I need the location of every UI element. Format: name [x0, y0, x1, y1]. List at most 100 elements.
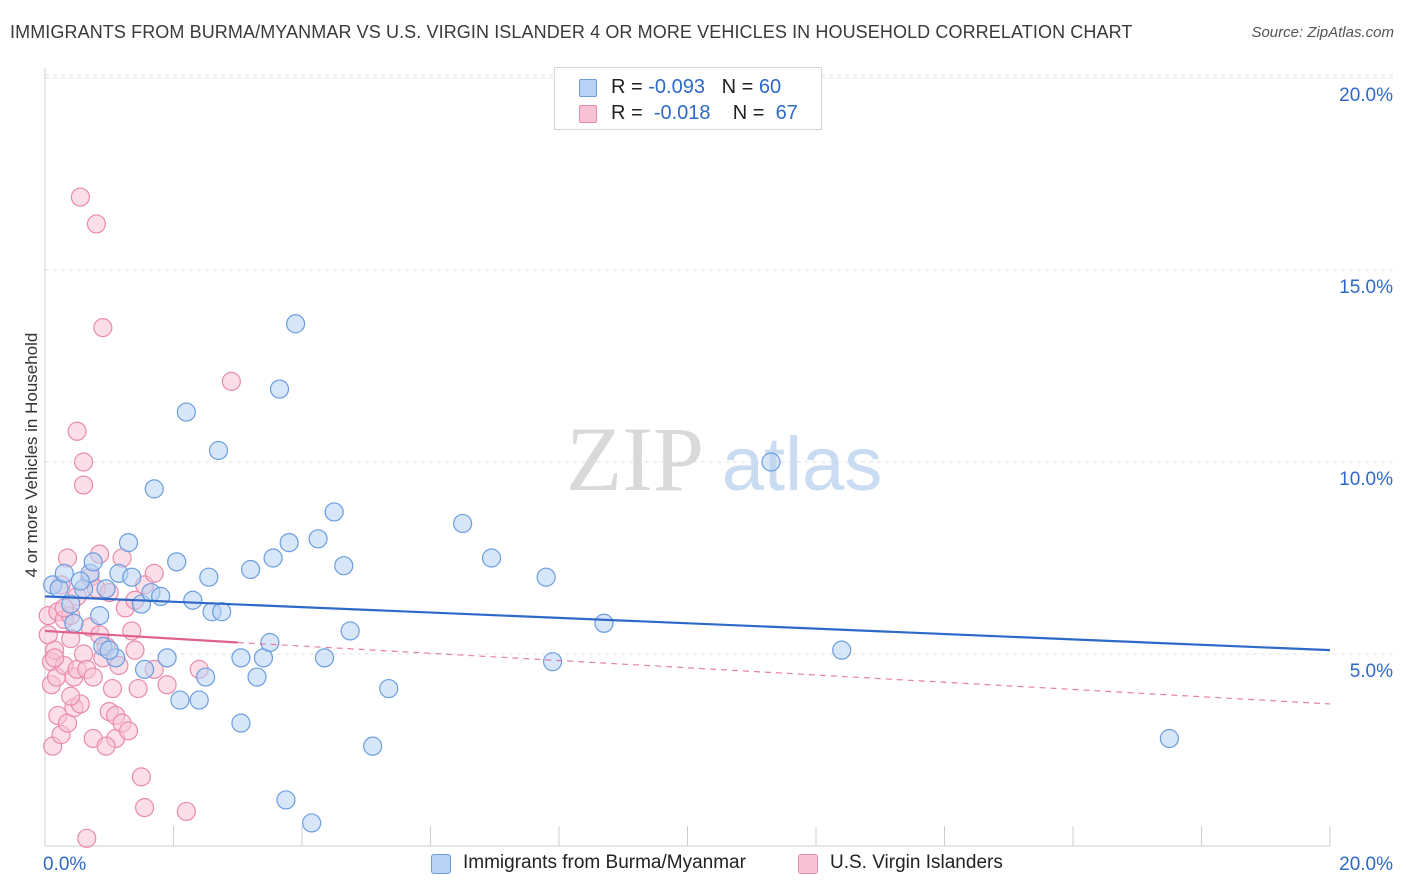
legend-n-label: N =	[732, 102, 771, 124]
legend-swatch-blue	[579, 79, 597, 97]
data-point	[176, 801, 196, 822]
trend-line-blue	[44, 595, 1331, 652]
data-point	[231, 648, 251, 668]
x-tick-label: 20.0%	[1339, 854, 1393, 875]
data-point	[151, 586, 171, 607]
data-point	[144, 563, 164, 583]
data-point	[96, 579, 116, 599]
data-point	[144, 479, 164, 499]
data-point	[73, 452, 94, 472]
legend-r-value: -0.093	[648, 76, 705, 98]
y-tick-label: 10.0%	[1339, 469, 1393, 490]
watermark-atlas: atlas	[722, 422, 883, 507]
correlation-legend: R = -0.093 N = 60 R = -0.018 N = 67	[554, 67, 822, 130]
data-point	[269, 379, 290, 399]
data-point	[125, 640, 145, 660]
data-point	[118, 533, 139, 553]
axes	[44, 68, 1331, 847]
data-point	[302, 813, 322, 833]
data-point	[45, 648, 65, 668]
data-point	[99, 640, 119, 660]
data-point	[128, 678, 148, 699]
data-point	[196, 667, 216, 687]
data-point	[379, 678, 399, 699]
data-point	[118, 721, 139, 741]
chart-title: IMMIGRANTS FROM BURMA/MYANMAR VS U.S. VI…	[10, 22, 1133, 42]
data-point	[199, 567, 219, 587]
data-point	[832, 640, 852, 660]
data-point	[96, 736, 116, 756]
data-point	[176, 402, 196, 422]
data-point	[170, 690, 190, 710]
trend-line-extension-pink	[237, 641, 1331, 705]
tick-labels: 5.0% 10.0% 15.0% 20.0% 0.0% 20.0%	[43, 85, 1393, 875]
y-axis-label: 4 or more Vehicles in Household	[22, 332, 41, 578]
data-point	[77, 828, 97, 848]
x-tick-label: 0.0%	[43, 854, 86, 875]
series-us-virgin-islanders	[38, 187, 241, 848]
data-point	[70, 187, 90, 207]
legend-r-label: R =	[611, 102, 649, 124]
data-point	[542, 652, 563, 672]
legend-swatch-pink	[579, 105, 597, 123]
data-point	[212, 602, 232, 622]
data-point	[453, 513, 473, 534]
series-burma-myanmar	[43, 314, 1179, 833]
legend-swatch-pink	[798, 854, 818, 874]
data-point	[102, 678, 123, 699]
data-point	[263, 548, 283, 568]
data-point	[90, 605, 110, 626]
trend-lines	[44, 595, 1331, 705]
data-point	[157, 675, 177, 695]
data-point	[83, 552, 103, 572]
data-point	[134, 797, 155, 818]
data-point	[122, 567, 142, 587]
data-point	[314, 648, 335, 668]
y-tick-label: 5.0%	[1350, 661, 1393, 682]
data-point	[279, 533, 299, 553]
data-point	[70, 571, 90, 591]
data-point	[64, 613, 84, 633]
source-credit: Source: ZipAtlas.com	[1251, 24, 1394, 41]
data-point	[183, 590, 203, 610]
data-point	[536, 567, 556, 587]
y-tick-label: 20.0%	[1339, 85, 1393, 106]
legend-n-label: N =	[721, 76, 759, 98]
data-point	[285, 314, 306, 334]
data-point	[276, 790, 296, 810]
data-point	[189, 690, 209, 710]
legend-r-label: R =	[611, 76, 649, 98]
data-point	[208, 440, 229, 461]
legend-label: Immigrants from Burma/Myanmar	[463, 852, 746, 873]
data-point	[134, 659, 155, 679]
legend-swatch-blue	[431, 854, 451, 874]
series-legend: Immigrants from Burma/Myanmar U.S. Virgi…	[0, 851, 1406, 877]
data-point	[594, 613, 614, 633]
data-point	[73, 475, 94, 495]
data-point	[86, 214, 107, 234]
legend-r-value: -0.018	[653, 102, 711, 124]
y-tick-label: 15.0%	[1339, 277, 1393, 298]
data-point	[61, 594, 81, 614]
trend-line-pink	[44, 629, 238, 644]
data-point	[54, 563, 74, 583]
data-point	[83, 667, 103, 687]
legend-n-value: 60	[758, 76, 782, 98]
data-point	[67, 421, 87, 441]
data-point	[131, 767, 151, 787]
data-point	[324, 502, 344, 522]
data-point	[308, 529, 328, 549]
watermark: ZIP atlas	[566, 408, 882, 510]
data-point	[167, 552, 187, 572]
data-point	[221, 371, 241, 391]
legend-label: U.S. Virgin Islanders	[830, 852, 1003, 873]
data-point	[157, 648, 177, 668]
data-point	[247, 667, 267, 687]
data-point	[93, 318, 113, 338]
data-point	[363, 736, 383, 756]
data-point	[334, 556, 354, 576]
data-point	[231, 713, 251, 733]
data-point	[61, 686, 81, 706]
data-point	[260, 632, 280, 653]
